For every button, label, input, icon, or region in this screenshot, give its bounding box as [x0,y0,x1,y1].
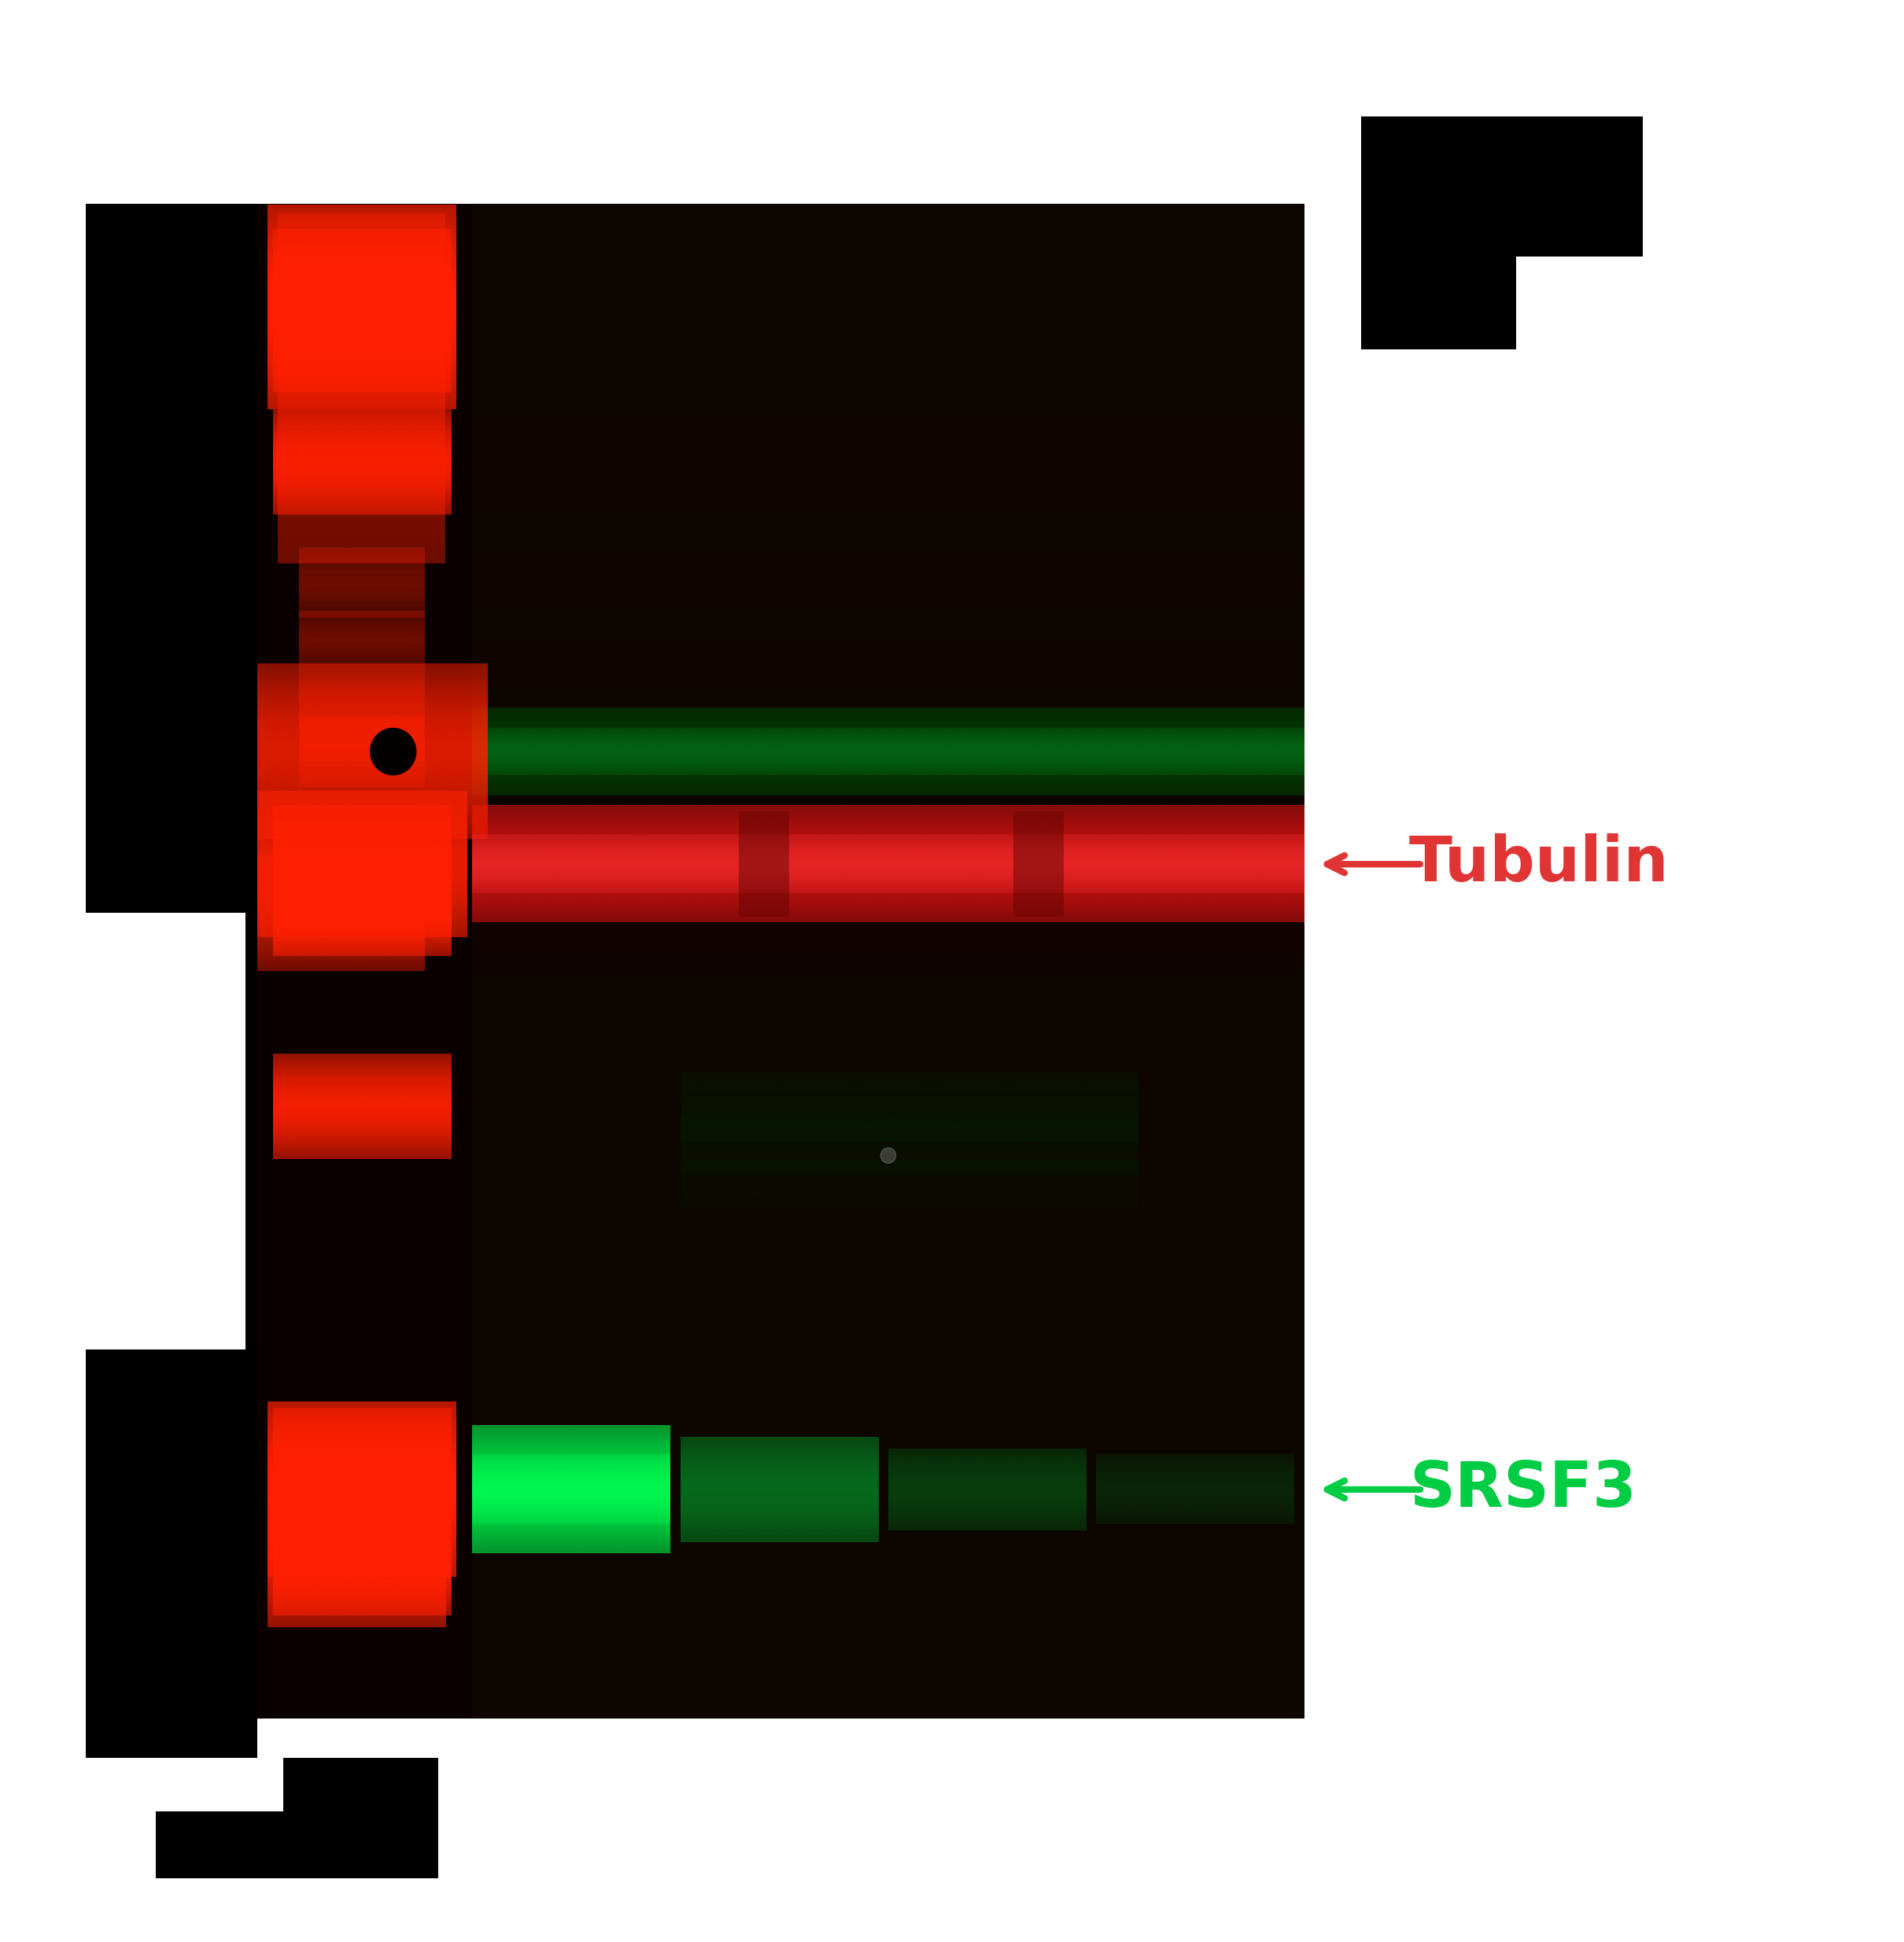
Bar [86,1350,257,1758]
Text: SRSF3: SRSF3 [1409,1458,1636,1521]
Circle shape [880,1148,897,1163]
Bar [246,204,257,1719]
Circle shape [369,728,415,775]
Bar [156,1758,284,1812]
Bar [1361,117,1643,350]
Bar [86,204,257,913]
Bar [156,1758,438,1878]
Bar [257,204,1304,1719]
Text: Tubulin: Tubulin [1409,833,1670,895]
Bar [472,204,1304,1719]
Bar [1516,256,1643,350]
